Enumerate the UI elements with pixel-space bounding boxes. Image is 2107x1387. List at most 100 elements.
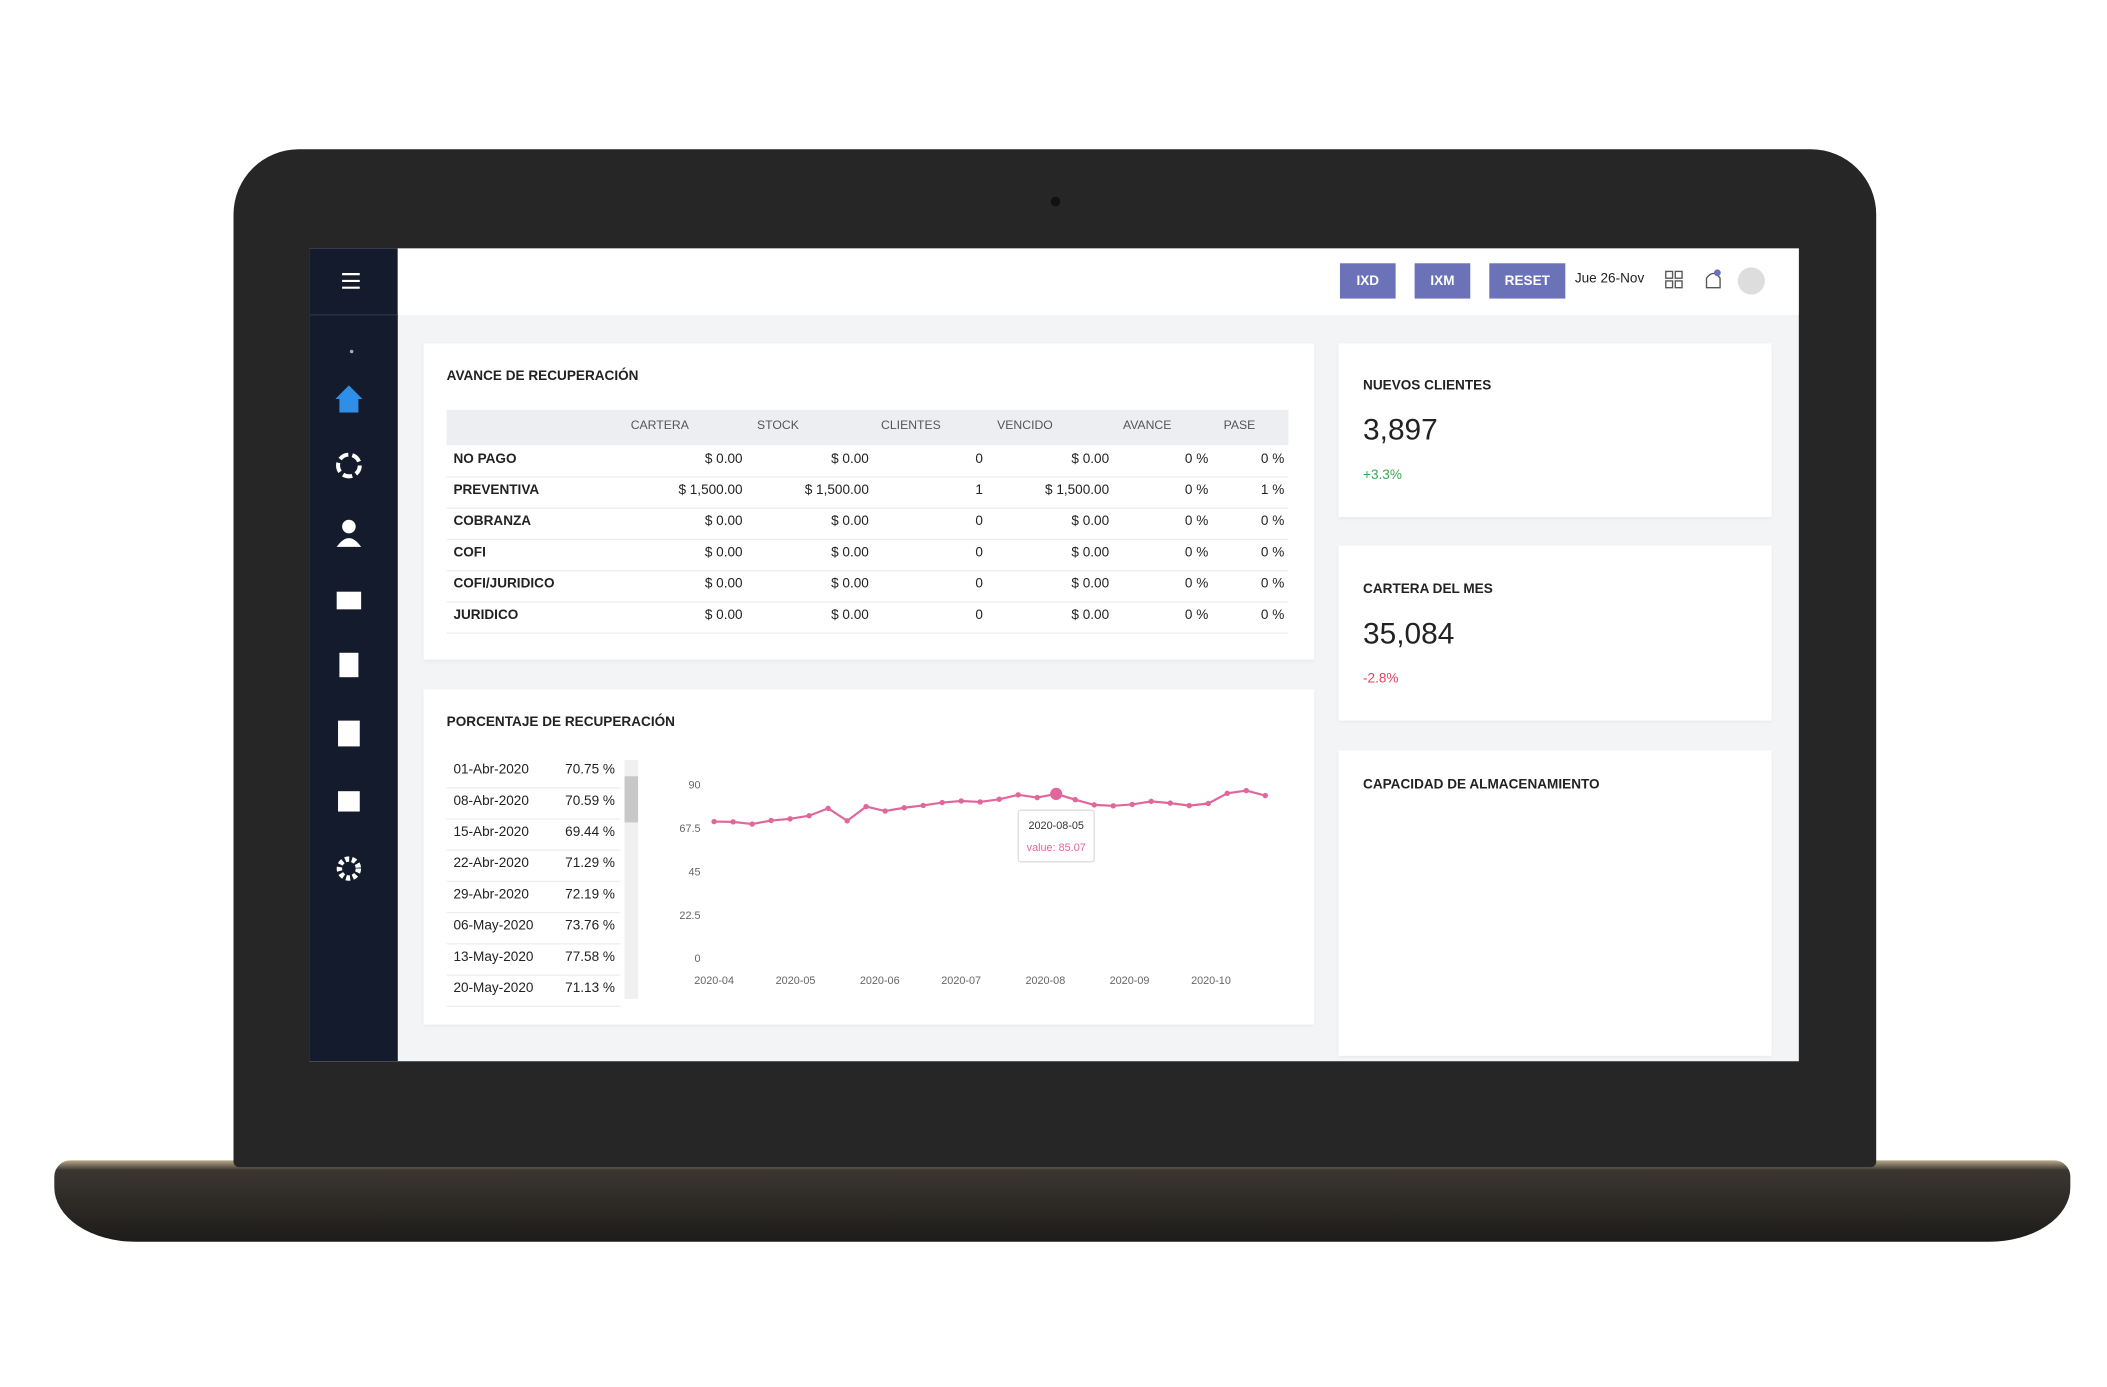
data-point: [1224, 790, 1230, 796]
brand-logo: ​: [967, 1099, 1143, 1140]
table-cell: $ 0.00: [831, 607, 869, 623]
card-title: CAPACIDAD DE ALMACENAMIENTO: [1363, 777, 1600, 793]
data-point: [1167, 800, 1173, 806]
table-cell: 0 %: [1260, 451, 1285, 467]
x-tick-label: 2020-09: [1110, 975, 1150, 987]
table-cell: 0 %: [1260, 545, 1285, 561]
data-point: [806, 813, 812, 819]
data-point: [768, 817, 774, 824]
table-cell: $ 0.00: [704, 514, 743, 530]
y-tick-label: 45: [688, 866, 700, 878]
report-icon[interactable]: [339, 652, 359, 678]
calc-icon[interactable]: [338, 791, 360, 812]
scrollbar[interactable]: [624, 759, 639, 999]
data-point: [1034, 794, 1040, 801]
list-value: 69.44 %: [565, 825, 615, 841]
card-change: +3.3%: [1363, 468, 1402, 484]
data-point: [901, 805, 907, 811]
list-date: 06-May-2020: [453, 918, 534, 934]
pld-icon[interactable]: [338, 720, 360, 747]
data-point: [1072, 796, 1078, 803]
row-separator: [446, 787, 621, 789]
row-separator: [446, 507, 1289, 509]
list-value: 72.19 %: [565, 887, 615, 903]
column-header: STOCK: [756, 417, 799, 432]
row-label: COFI: [453, 545, 486, 561]
card-change: -2.8%: [1363, 671, 1399, 687]
list-value: 70.59 %: [565, 793, 615, 809]
card-title: AVANCE DE RECUPERACIÓN: [446, 369, 639, 385]
column-header: VENCIDO: [997, 417, 1053, 432]
row-separator: [446, 569, 1289, 572]
avatar[interactable]: [1737, 267, 1765, 295]
list-date: 01-Abr-2020: [453, 762, 529, 778]
menu-icon[interactable]: [342, 273, 360, 289]
sync-icon[interactable]: [336, 452, 362, 479]
list-date: 13-May-2020: [453, 949, 534, 965]
table-header-bg: [446, 409, 1289, 446]
data-point: [882, 808, 888, 814]
data-point: [844, 818, 850, 824]
row-separator: [446, 849, 621, 851]
data-point: [1186, 802, 1192, 809]
row-label: NO PAGO: [453, 451, 517, 467]
y-tick-label: 67.5: [679, 823, 700, 835]
list-date: 20-May-2020: [453, 981, 534, 997]
line-series: [714, 789, 1266, 826]
list-date: 15-Abr-2020: [453, 825, 529, 841]
x-tick-label: 2020-06: [860, 975, 900, 987]
table-cell: $ 0.00: [831, 451, 869, 467]
table-cell: 0: [975, 451, 983, 467]
stat-card: [1338, 545, 1772, 721]
home-icon[interactable]: [335, 385, 363, 413]
table-cell: 0 %: [1184, 576, 1209, 592]
apps-icon[interactable]: [1665, 270, 1674, 279]
table-cell: 0 %: [1260, 576, 1285, 592]
ixm-button[interactable]: IXM: [1414, 263, 1471, 299]
data-point: [863, 803, 869, 810]
row-separator: [446, 943, 621, 945]
settings-icon[interactable]: [336, 856, 362, 881]
table-cell: 0: [975, 514, 983, 530]
camera: [1050, 196, 1061, 207]
ixd-button[interactable]: IXD: [1339, 263, 1396, 299]
row-label: JURIDICO: [453, 607, 519, 623]
row-separator: [446, 601, 1289, 603]
list-value: 71.13 %: [565, 981, 615, 997]
table-cell: 0: [975, 607, 983, 623]
reset-button[interactable]: RESET: [1489, 263, 1566, 299]
data-point: [1262, 792, 1268, 799]
table-cell: $ 1,500.00: [804, 483, 869, 499]
x-tick-label: 2020-07: [941, 975, 981, 987]
laptop-base: [54, 1160, 2071, 1242]
column-header: CLIENTES: [881, 417, 941, 432]
list-date: 22-Abr-2020: [453, 856, 529, 872]
tooltip-value: value: 85.07: [1027, 842, 1086, 854]
table-cell: 0 %: [1260, 607, 1285, 623]
date-label: Jue 26-Nov: [1574, 271, 1645, 287]
data-point: [1091, 802, 1097, 808]
table-cell: $ 1,500.00: [678, 483, 743, 499]
data-point: [749, 821, 755, 827]
stat-card: [1338, 343, 1772, 518]
x-tick-label: 2020-05: [776, 975, 816, 987]
table-cell: $ 0.00: [1071, 545, 1110, 561]
list-value: 71.29 %: [565, 856, 615, 872]
row-separator: [446, 632, 1289, 634]
data-point: [1243, 787, 1249, 794]
data-point: [996, 796, 1002, 802]
row-label: PREVENTIVA: [453, 483, 540, 499]
data-point: [825, 805, 831, 812]
tooltip-date: 2020-08-05: [1028, 820, 1083, 832]
table-cell: 0 %: [1184, 451, 1209, 467]
user-icon[interactable]: [336, 519, 362, 547]
table-cell: 1 %: [1260, 483, 1285, 499]
row-label: COFI/JURIDICO: [453, 576, 555, 592]
briefcase-icon[interactable]: [336, 591, 362, 610]
table-cell: $ 0.00: [1071, 576, 1110, 592]
list-value: 70.75 %: [565, 762, 615, 778]
table-cell: 0 %: [1184, 514, 1209, 530]
line-chart: 0 22.5 45 67.5 90 2020-04 2020-05 2020-06 2020-0…: [679, 415, 1747, 1016]
table-cell: 0: [975, 576, 983, 592]
